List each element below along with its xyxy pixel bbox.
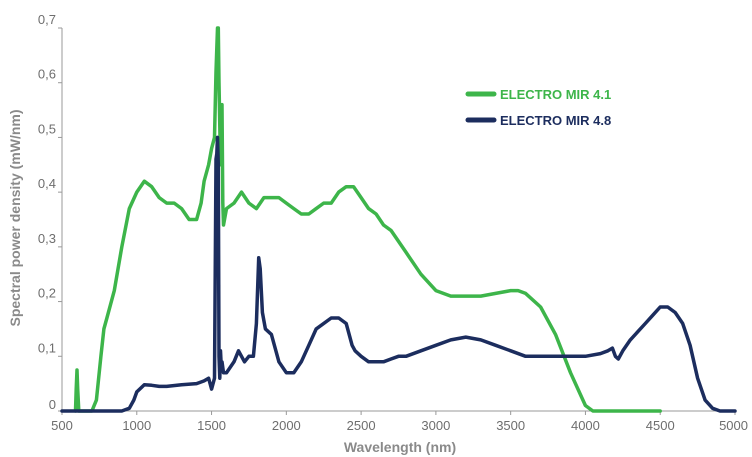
x-tick-label: 4000 <box>571 418 600 433</box>
y-tick-label: 0,7 <box>38 12 56 27</box>
series-line-electro-mir-4-8 <box>60 135 737 413</box>
legend: ELECTRO MIR 4.1 ELECTRO MIR 4.8 <box>465 87 611 128</box>
y-tick-label: 0,6 <box>38 67 56 82</box>
y-tick-label: 0,4 <box>38 176 56 191</box>
legend-label-electro-mir-4-1: ELECTRO MIR 4.1 <box>500 87 611 102</box>
x-tick-label: 5000 <box>719 418 748 433</box>
y-tick-label: 0,1 <box>38 340 56 355</box>
x-tick-label: 3000 <box>421 418 450 433</box>
legend-label-electro-mir-4-8: ELECTRO MIR 4.8 <box>500 113 611 128</box>
x-axis-title: Wavelength (nm) <box>344 439 456 455</box>
x-tick-label: 2500 <box>347 418 376 433</box>
plot-frame <box>61 28 735 412</box>
x-tick-label: 500 <box>51 418 73 433</box>
y-tick-label: 0 <box>49 397 56 412</box>
y-tick-label: 0,3 <box>38 231 56 246</box>
y-axis-ticks: 0 0,1 0,2 0,3 0,4 0,5 0,6 0,7 <box>38 12 62 412</box>
series-line-electro-mir-4-1 <box>73 26 662 413</box>
y-tick-label: 0,5 <box>38 121 56 136</box>
y-axis-title: Spectral power density (mW/nm) <box>7 109 23 326</box>
series-layer <box>60 26 737 413</box>
x-tick-label: 1500 <box>197 418 226 433</box>
x-tick-label: 3500 <box>496 418 525 433</box>
x-tick-label: 4500 <box>646 418 675 433</box>
y-tick-label: 0,2 <box>38 286 56 301</box>
x-tick-label: 2000 <box>272 418 301 433</box>
x-tick-label: 1000 <box>122 418 151 433</box>
x-axis-ticks: 500 1000 1500 2000 2500 3000 3500 4000 4500 5000 <box>51 411 748 433</box>
